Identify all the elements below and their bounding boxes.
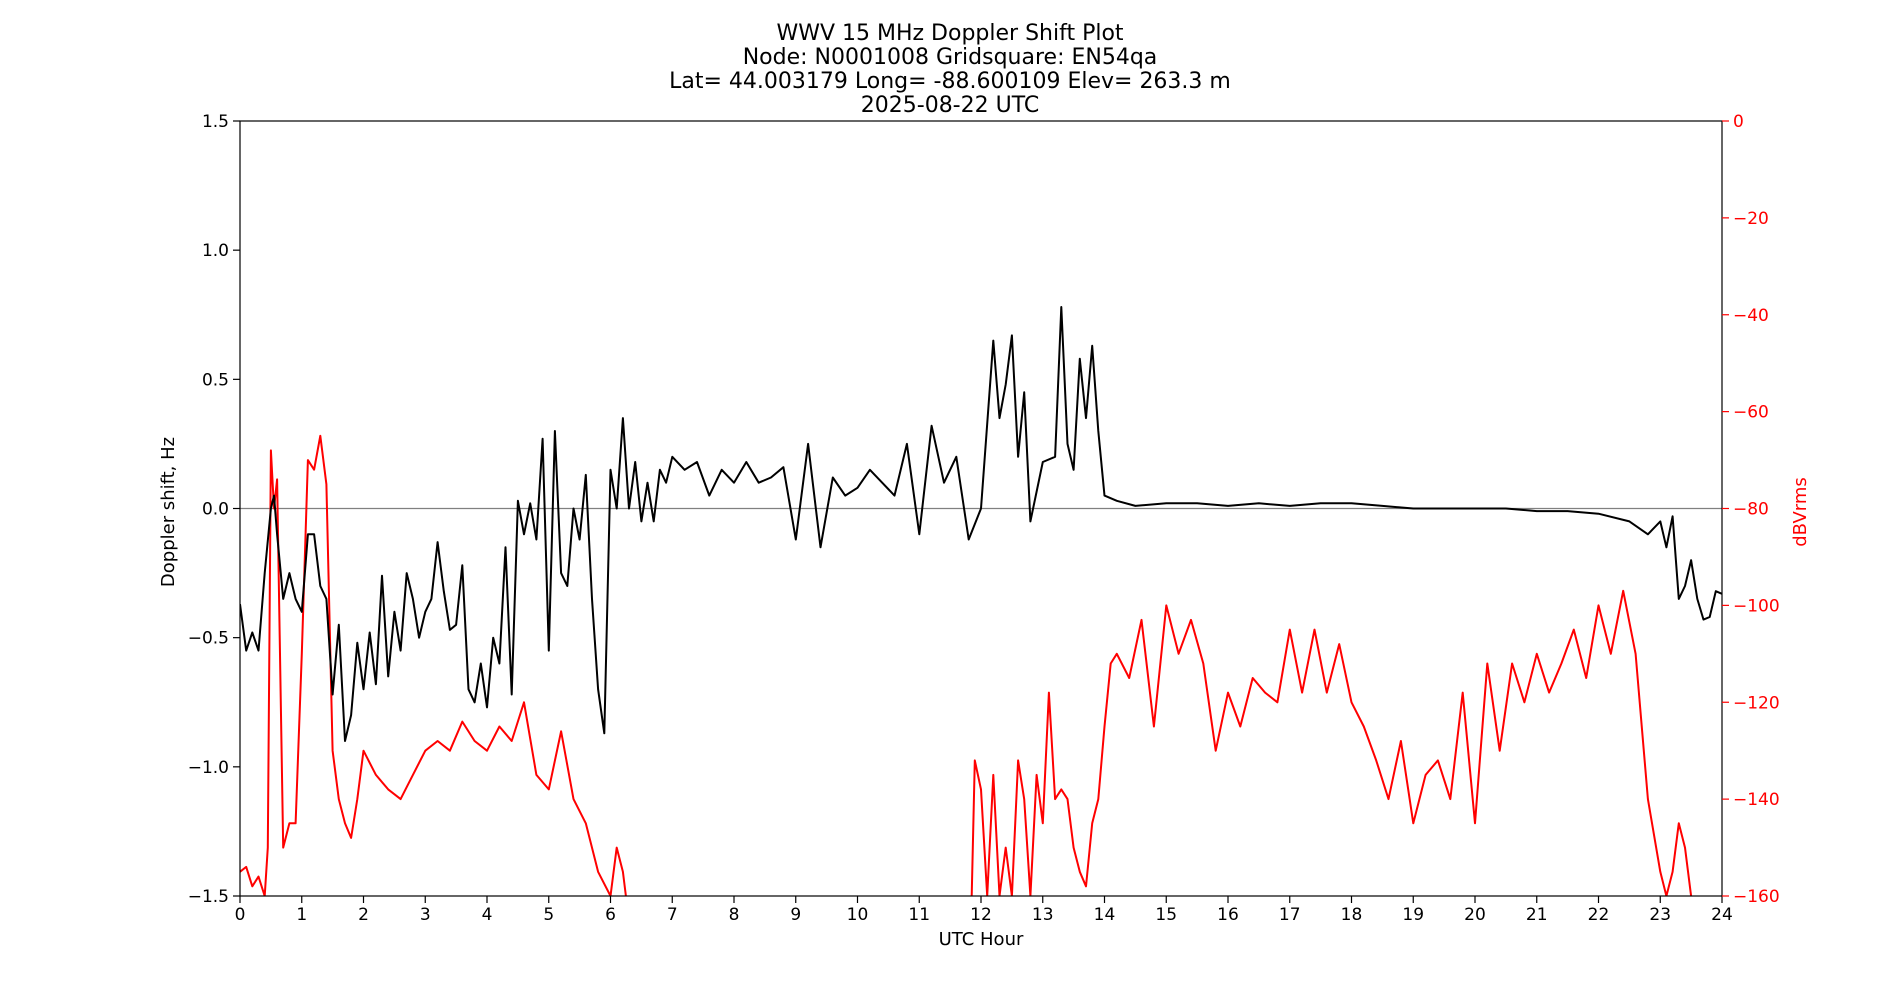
y-left-tick-label: −1.0 <box>188 758 229 778</box>
x-tick-label: 20 <box>1464 905 1486 925</box>
x-tick-label: 3 <box>420 905 431 925</box>
y-right-tick-label: −20 <box>1733 209 1769 229</box>
x-tick-label: 12 <box>970 905 992 925</box>
x-tick-label: 6 <box>605 905 616 925</box>
chart-title-line-2: Node: N0001008 Gridsquare: EN54qa <box>742 45 1158 70</box>
y-left-tick-label: 1.5 <box>202 112 229 132</box>
y-right-tick-label: −160 <box>1733 887 1780 907</box>
x-tick-label: 21 <box>1526 905 1548 925</box>
y-right-tick-label: −140 <box>1733 790 1780 810</box>
x-tick-label: 0 <box>235 905 246 925</box>
y-left-tick-label: 0.0 <box>202 500 229 520</box>
chart-title-line-4: 2025-08-22 UTC <box>860 93 1040 118</box>
x-tick-label: 17 <box>1279 905 1301 925</box>
x-tick-label: 23 <box>1649 905 1671 925</box>
x-tick-label: 1 <box>296 905 307 925</box>
y-right-tick-label: −40 <box>1733 306 1769 326</box>
power-series-line-segment-2 <box>970 589 1693 896</box>
y-axis-left-label: Doppler shift, Hz <box>158 437 179 587</box>
power-series-line-segment-1 <box>240 434 627 896</box>
x-tick-label: 24 <box>1711 905 1733 925</box>
y-right-tick-label: −80 <box>1733 500 1769 520</box>
x-axis-label: UTC Hour <box>939 929 1024 950</box>
x-tick-label: 13 <box>1032 905 1054 925</box>
y-right-tick-label: −120 <box>1733 693 1780 713</box>
x-tick-label: 5 <box>543 905 554 925</box>
x-tick-label: 8 <box>729 905 740 925</box>
x-tick-label: 19 <box>1402 905 1424 925</box>
y-right-tick-label: −100 <box>1733 596 1780 616</box>
x-tick-label: 15 <box>1155 905 1177 925</box>
x-tick-label: 18 <box>1341 905 1363 925</box>
x-tick-label: 7 <box>667 905 678 925</box>
chart-title-line-1: WWV 15 MHz Doppler Shift Plot <box>776 21 1124 46</box>
y-right-tick-label: 0 <box>1733 112 1744 132</box>
x-tick-label: 2 <box>358 905 369 925</box>
y-axis-right-label: dBVrms <box>1790 477 1811 547</box>
x-tick-label: 22 <box>1588 905 1610 925</box>
doppler-series-line <box>240 306 1722 742</box>
x-tick-label: 4 <box>482 905 493 925</box>
chart-title-line-3: Lat= 44.003179 Long= -88.600109 Elev= 26… <box>669 69 1231 94</box>
y-left-tick-label: −1.5 <box>188 887 229 907</box>
x-tick-label: 11 <box>908 905 930 925</box>
y-left-tick-label: 1.0 <box>202 241 229 261</box>
x-tick-label: 10 <box>847 905 869 925</box>
x-tick-label: 16 <box>1217 905 1239 925</box>
y-left-tick-label: −0.5 <box>188 629 229 649</box>
chart-title: WWV 15 MHz Doppler Shift Plot Node: N000… <box>0 22 1900 118</box>
y-right-tick-label: −60 <box>1733 403 1769 423</box>
x-tick-label: 9 <box>790 905 801 925</box>
y-left-tick-label: 0.5 <box>202 370 229 390</box>
x-tick-label: 14 <box>1094 905 1116 925</box>
